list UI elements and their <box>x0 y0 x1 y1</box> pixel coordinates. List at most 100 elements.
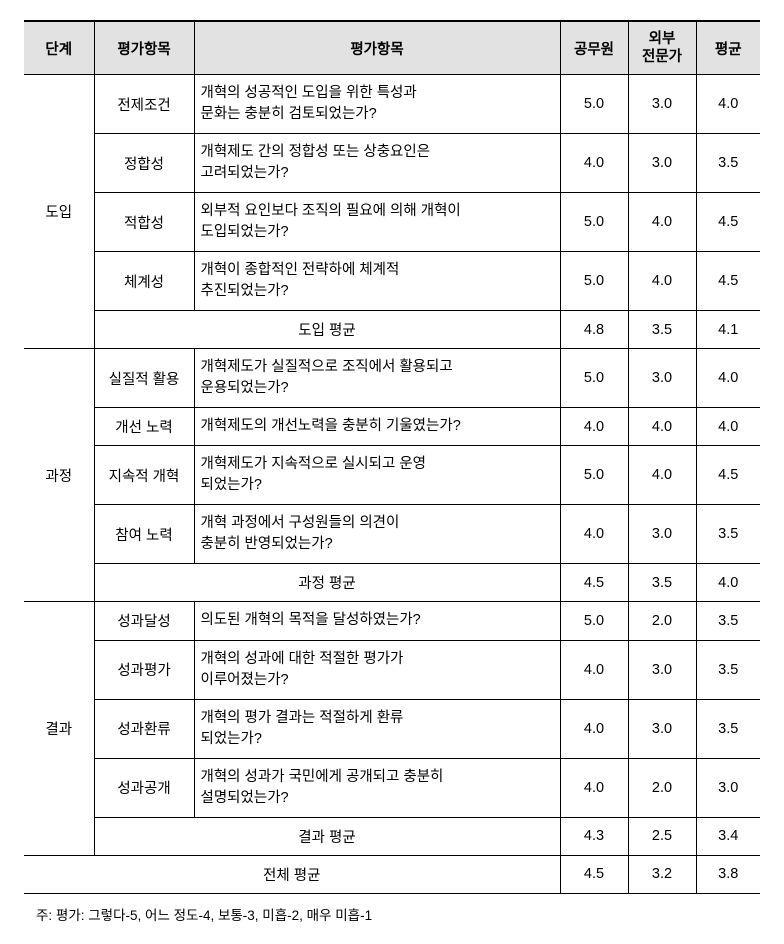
header-row: 단계 평가항목 평가항목 공무원 외부전문가 평균 <box>24 21 760 75</box>
value-expert: 2.0 <box>628 758 696 817</box>
header-expert: 외부전문가 <box>628 21 696 75</box>
header-avg: 평균 <box>696 21 760 75</box>
value-avg: 4.5 <box>696 446 760 505</box>
stage-avg-avg: 4.1 <box>696 311 760 349</box>
table-row: 성과환류개혁의 평가 결과는 적절하게 환류되었는가?4.03.03.5 <box>24 699 760 758</box>
stage-avg-expert: 3.5 <box>628 311 696 349</box>
table-row: 체계성개혁이 종합적인 전략하에 체계적추진되었는가?5.04.04.5 <box>24 252 760 311</box>
value-official: 4.0 <box>560 408 628 446</box>
value-expert: 3.0 <box>628 75 696 134</box>
stage-avg-expert: 3.5 <box>628 564 696 602</box>
item-label: 개선 노력 <box>94 408 194 446</box>
table-row: 참여 노력개혁 과정에서 구성원들의 의견이충분히 반영되었는가?4.03.03… <box>24 505 760 564</box>
item-question: 개혁이 종합적인 전략하에 체계적추진되었는가? <box>194 252 560 311</box>
table-row: 개선 노력개혁제도의 개선노력을 충분히 기울였는가?4.04.04.0 <box>24 408 760 446</box>
value-avg: 3.5 <box>696 602 760 640</box>
stage-average-label: 도입 평균 <box>94 311 560 349</box>
stage-cell: 도입 <box>24 75 94 349</box>
overall-expert: 3.2 <box>628 855 696 893</box>
item-question: 개혁의 성과가 국민에게 공개되고 충분히설명되었는가? <box>194 758 560 817</box>
item-label: 참여 노력 <box>94 505 194 564</box>
value-expert: 4.0 <box>628 193 696 252</box>
overall-avg: 3.8 <box>696 855 760 893</box>
item-label: 정합성 <box>94 134 194 193</box>
value-official: 5.0 <box>560 252 628 311</box>
value-avg: 3.5 <box>696 505 760 564</box>
header-item1: 평가항목 <box>94 21 194 75</box>
value-expert: 3.0 <box>628 134 696 193</box>
value-avg: 4.0 <box>696 408 760 446</box>
value-official: 4.0 <box>560 699 628 758</box>
header-stage: 단계 <box>24 21 94 75</box>
value-expert: 3.0 <box>628 505 696 564</box>
item-label: 성과공개 <box>94 758 194 817</box>
stage-average-row: 과정 평균4.53.54.0 <box>24 564 760 602</box>
table-row: 성과공개개혁의 성과가 국민에게 공개되고 충분히설명되었는가?4.02.03.… <box>24 758 760 817</box>
value-avg: 3.5 <box>696 699 760 758</box>
value-official: 4.0 <box>560 640 628 699</box>
item-question: 개혁의 성공적인 도입을 위한 특성과문화는 충분히 검토되었는가? <box>194 75 560 134</box>
overall-average-label: 전체 평균 <box>24 855 560 893</box>
value-expert: 3.0 <box>628 699 696 758</box>
item-label: 전제조건 <box>94 75 194 134</box>
stage-avg-official: 4.8 <box>560 311 628 349</box>
stage-avg-expert: 2.5 <box>628 817 696 855</box>
item-question: 개혁 과정에서 구성원들의 의견이충분히 반영되었는가? <box>194 505 560 564</box>
item-question: 개혁제도가 지속적으로 실시되고 운영되었는가? <box>194 446 560 505</box>
item-label: 성과평가 <box>94 640 194 699</box>
overall-average-row: 전체 평균4.53.23.8 <box>24 855 760 893</box>
stage-avg-official: 4.3 <box>560 817 628 855</box>
value-avg: 4.5 <box>696 193 760 252</box>
stage-avg-avg: 3.4 <box>696 817 760 855</box>
stage-average-row: 결과 평균4.32.53.4 <box>24 817 760 855</box>
value-expert: 4.0 <box>628 252 696 311</box>
table-row: 과정실질적 활용개혁제도가 실질적으로 조직에서 활용되고운용되었는가?5.03… <box>24 349 760 408</box>
value-avg: 4.0 <box>696 349 760 408</box>
stage-average-label: 과정 평균 <box>94 564 560 602</box>
value-avg: 3.0 <box>696 758 760 817</box>
value-official: 4.0 <box>560 134 628 193</box>
value-official: 4.0 <box>560 758 628 817</box>
footnote: 주: 평가: 그렇다-5, 어느 정도-4, 보통-3, 미흡-2, 매우 미흡… <box>24 894 760 924</box>
stage-avg-official: 4.5 <box>560 564 628 602</box>
header-item2: 평가항목 <box>194 21 560 75</box>
value-official: 4.0 <box>560 505 628 564</box>
value-avg: 4.5 <box>696 252 760 311</box>
value-expert: 3.0 <box>628 640 696 699</box>
value-official: 5.0 <box>560 75 628 134</box>
stage-avg-avg: 4.0 <box>696 564 760 602</box>
stage-average-label: 결과 평균 <box>94 817 560 855</box>
table-row: 결과성과달성의도된 개혁의 목적을 달성하였는가?5.02.03.5 <box>24 602 760 640</box>
item-question: 외부적 요인보다 조직의 필요에 의해 개혁이도입되었는가? <box>194 193 560 252</box>
value-avg: 4.0 <box>696 75 760 134</box>
evaluation-table: 단계 평가항목 평가항목 공무원 외부전문가 평균 도입전제조건개혁의 성공적인… <box>24 20 760 894</box>
value-official: 5.0 <box>560 446 628 505</box>
overall-official: 4.5 <box>560 855 628 893</box>
value-avg: 3.5 <box>696 640 760 699</box>
table-row: 성과평가개혁의 성과에 대한 적절한 평가가이루어졌는가?4.03.03.5 <box>24 640 760 699</box>
table-row: 지속적 개혁개혁제도가 지속적으로 실시되고 운영되었는가?5.04.04.5 <box>24 446 760 505</box>
value-official: 5.0 <box>560 602 628 640</box>
item-question: 개혁제도가 실질적으로 조직에서 활용되고운용되었는가? <box>194 349 560 408</box>
item-question: 의도된 개혁의 목적을 달성하였는가? <box>194 602 560 640</box>
table-row: 정합성개혁제도 간의 정합성 또는 상충요인은고려되었는가?4.03.03.5 <box>24 134 760 193</box>
value-official: 5.0 <box>560 193 628 252</box>
table-row: 도입전제조건개혁의 성공적인 도입을 위한 특성과문화는 충분히 검토되었는가?… <box>24 75 760 134</box>
stage-cell: 결과 <box>24 602 94 855</box>
item-label: 체계성 <box>94 252 194 311</box>
value-expert: 4.0 <box>628 408 696 446</box>
value-avg: 3.5 <box>696 134 760 193</box>
table-row: 적합성외부적 요인보다 조직의 필요에 의해 개혁이도입되었는가?5.04.04… <box>24 193 760 252</box>
stage-cell: 과정 <box>24 349 94 602</box>
item-question: 개혁의 평가 결과는 적절하게 환류되었는가? <box>194 699 560 758</box>
item-label: 지속적 개혁 <box>94 446 194 505</box>
value-expert: 2.0 <box>628 602 696 640</box>
item-question: 개혁의 성과에 대한 적절한 평가가이루어졌는가? <box>194 640 560 699</box>
stage-average-row: 도입 평균4.83.54.1 <box>24 311 760 349</box>
item-question: 개혁제도의 개선노력을 충분히 기울였는가? <box>194 408 560 446</box>
item-label: 성과환류 <box>94 699 194 758</box>
item-label: 성과달성 <box>94 602 194 640</box>
item-question: 개혁제도 간의 정합성 또는 상충요인은고려되었는가? <box>194 134 560 193</box>
header-official: 공무원 <box>560 21 628 75</box>
value-official: 5.0 <box>560 349 628 408</box>
